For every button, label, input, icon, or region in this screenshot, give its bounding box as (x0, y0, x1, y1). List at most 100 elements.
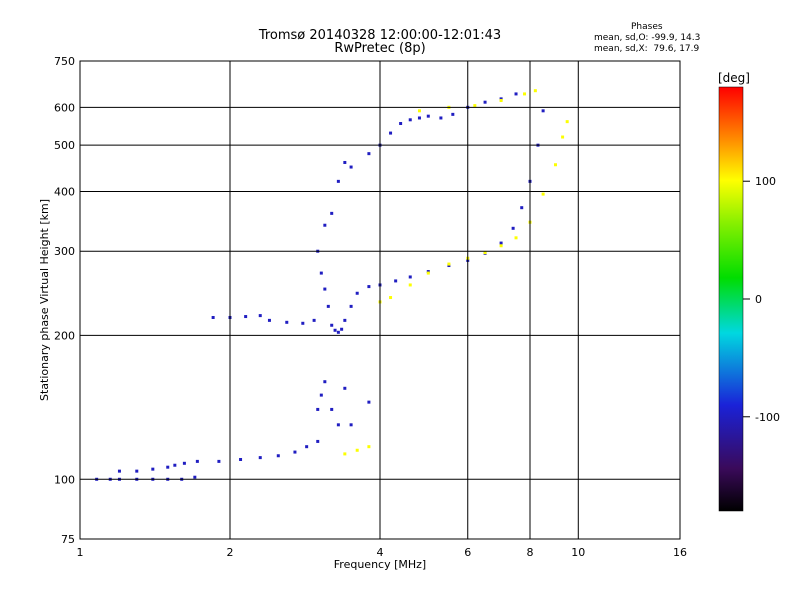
x-tick-label: 10 (571, 546, 585, 559)
data-point (343, 160, 347, 164)
x-tick-labels: 1 2 4 6 8 10 16 (77, 546, 688, 559)
data-point (343, 318, 347, 322)
data-point (244, 315, 248, 319)
data-point (367, 400, 371, 404)
data-point (182, 461, 186, 465)
colorbar-tick-label: 100 (755, 175, 776, 188)
data-point (408, 283, 412, 287)
data-point (533, 89, 537, 93)
data-point (135, 469, 139, 473)
x-tick-label: 6 (464, 546, 471, 559)
data-point (293, 450, 297, 454)
data-point (312, 318, 316, 322)
data-point (349, 423, 353, 427)
data-point (367, 445, 371, 449)
data-point (349, 304, 353, 308)
data-point (193, 475, 197, 479)
data-point (173, 463, 177, 467)
data-point (326, 304, 330, 308)
data-point (520, 206, 524, 210)
y-tick-label: 75 (61, 533, 75, 546)
data-point (561, 135, 565, 139)
data-point (330, 407, 334, 411)
y-tick-label: 600 (54, 101, 75, 114)
data-point (417, 109, 421, 113)
chart-subtitle: RwPretec (8p) (334, 41, 426, 56)
x-axis-label: Frequency [MHz] (334, 558, 426, 571)
data-point (389, 131, 393, 135)
data-point (336, 330, 340, 334)
data-point (399, 122, 403, 126)
data-point (151, 467, 155, 471)
colorbar (718, 86, 744, 512)
data-point (514, 92, 518, 96)
data-point (565, 120, 569, 124)
data-point (408, 275, 412, 279)
data-point (426, 271, 430, 275)
y-tick-label: 750 (54, 55, 75, 68)
data-point (367, 285, 371, 289)
data-point (343, 386, 347, 390)
data-point (330, 211, 334, 215)
data-point (499, 241, 503, 245)
data-point (541, 192, 545, 196)
data-point (316, 439, 320, 443)
phase-heading: Phases (631, 22, 663, 32)
phase-o-stats: mean, sd,O: -99.9, 14.3 (594, 33, 701, 43)
data-point (394, 279, 398, 283)
data-point (239, 457, 243, 461)
data-point (323, 223, 327, 227)
y-tick-label: 300 (54, 245, 75, 258)
data-point (330, 323, 334, 327)
y-axis-label: Stationary phase Virtual Height [km] (38, 199, 51, 401)
data-point (514, 236, 518, 240)
data-point (417, 116, 421, 120)
colorbar-unit: [deg] (718, 71, 750, 85)
y-tick-label: 500 (54, 139, 75, 152)
colorbar-ticks: 100 0 -100 (743, 175, 780, 424)
y-tick-label: 200 (54, 329, 75, 342)
data-point (355, 291, 359, 295)
data-point (336, 179, 340, 183)
y-tick-label: 100 (54, 473, 75, 486)
data-point (367, 152, 371, 156)
data-point (211, 315, 215, 319)
data-point (553, 163, 557, 167)
data-point (343, 452, 347, 456)
data-point (319, 393, 323, 397)
data-point (166, 465, 170, 469)
data-point (389, 296, 393, 300)
data-point (336, 423, 340, 427)
data-point (473, 104, 477, 108)
data-point (483, 100, 487, 104)
data-point (258, 314, 262, 318)
grid-lines (80, 61, 680, 539)
data-point (349, 165, 353, 169)
y-tick-labels: 75 100 200 300 400 500 600 750 (54, 55, 75, 546)
data-point (447, 262, 451, 266)
data-point (439, 116, 443, 120)
phase-x-stats: mean, sd,X: 79.6, 17.9 (594, 44, 700, 54)
data-point (511, 226, 515, 230)
data-point (323, 380, 327, 384)
colorbar-tick-label: -100 (755, 411, 780, 424)
x-tick-label: 1 (77, 546, 84, 559)
data-point (316, 407, 320, 411)
data-point (541, 109, 545, 113)
data-point (323, 287, 327, 291)
data-point (258, 456, 262, 460)
data-point (523, 92, 527, 96)
data-points (95, 89, 569, 481)
data-point (301, 321, 305, 325)
data-point (355, 448, 359, 452)
x-tick-label: 8 (527, 546, 534, 559)
data-point (285, 320, 289, 324)
data-point (340, 327, 344, 331)
data-point (195, 459, 199, 463)
y-tick-label: 400 (54, 185, 75, 198)
colorbar-tick-label: 0 (755, 293, 762, 306)
x-tick-label: 16 (673, 546, 687, 559)
data-point (499, 99, 503, 103)
x-tick-label: 4 (377, 546, 384, 559)
